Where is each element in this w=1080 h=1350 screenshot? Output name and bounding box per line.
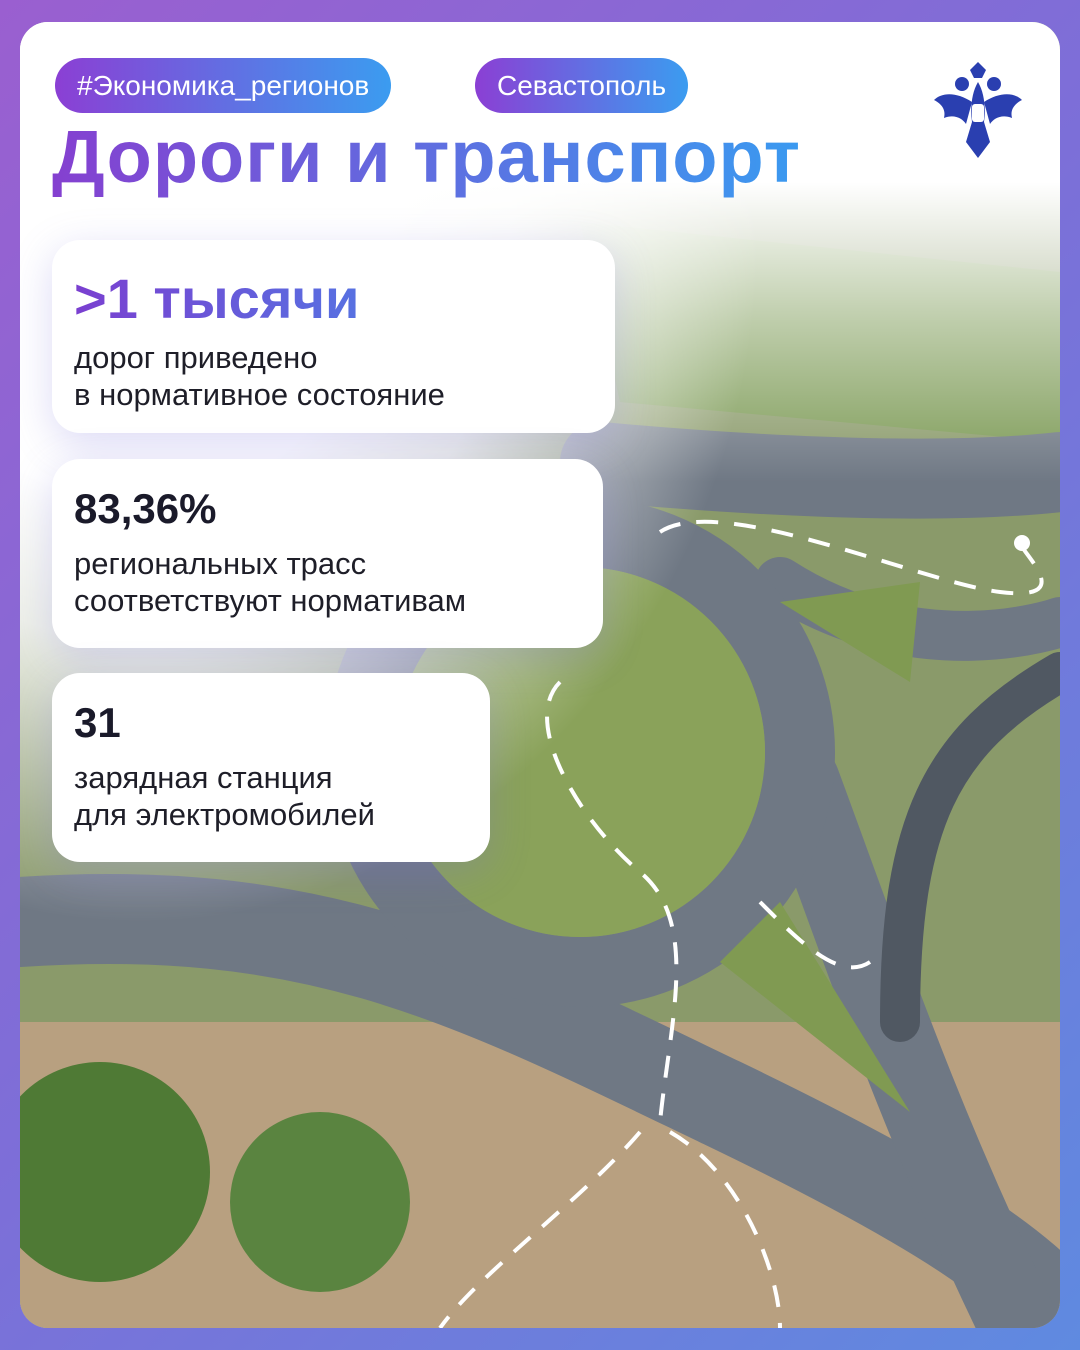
stat-desc-line1: зарядная станция xyxy=(74,760,333,795)
stat-card-highways: 83,36% региональных трасс соответствуют … xyxy=(52,459,603,648)
stat-value: 83,36% xyxy=(74,485,217,532)
double-headed-eagle-icon xyxy=(934,62,1022,158)
stat-desc-line2: соответствуют нормативам xyxy=(74,583,467,618)
stat-value: >1 тысячи xyxy=(74,266,593,331)
infographic-card: #Экономика_регионов Севастополь Дороги и… xyxy=(20,22,1060,1328)
tag-sevastopol[interactable]: Севастополь xyxy=(475,58,689,113)
stat-card-charging: 31 зарядная станция для электромобилей xyxy=(52,673,490,862)
stat-desc-line2: в нормативное состояние xyxy=(74,377,445,412)
page-title: Дороги и транспорт xyxy=(52,115,801,198)
tag-economy-regions[interactable]: #Экономика_регионов xyxy=(55,58,392,113)
stat-desc-line1: дорог приведено xyxy=(74,340,318,375)
stat-value: 31 xyxy=(74,699,121,746)
stat-card-roads: >1 тысячи дорог приведено в нормативное … xyxy=(52,240,615,433)
stat-desc-line2: для электромобилей xyxy=(74,797,375,832)
stat-desc-line1: региональных трасс xyxy=(74,546,367,581)
